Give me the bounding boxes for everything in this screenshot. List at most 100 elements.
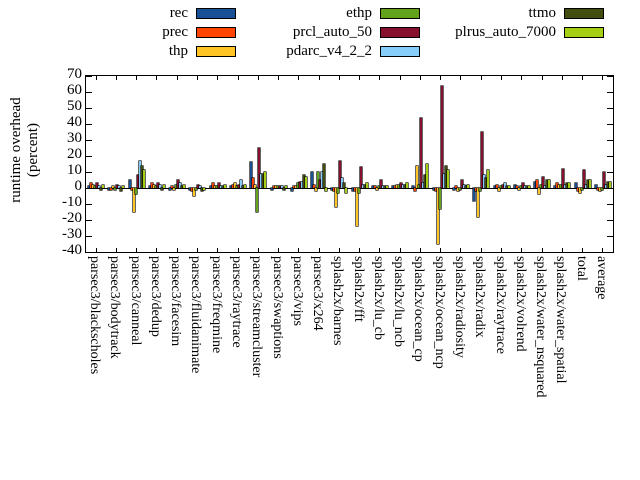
bar-pdarc_v4_2_2	[280, 186, 283, 188]
bar-pdarc_v4_2_2	[260, 173, 263, 188]
bar-plrus_auto_7000	[466, 184, 469, 188]
y-tick-mark	[86, 139, 92, 141]
bar-plrus_auto_7000	[244, 184, 247, 188]
y-tick-label: 20	[67, 146, 82, 162]
bar-plrus_auto_7000	[406, 183, 409, 188]
bar-prcl_auto_50	[481, 132, 484, 188]
bar-rec	[270, 188, 273, 190]
bar-plrus_auto_7000	[426, 164, 429, 188]
x-tick-mark	[95, 248, 97, 252]
bar-pdarc_v4_2_2	[199, 186, 202, 188]
y-tick-mark	[86, 91, 92, 93]
y-tick-mark	[607, 219, 613, 221]
bar-plrus_auto_7000	[507, 186, 510, 188]
x-tick-mark	[338, 248, 340, 252]
bar-thp	[274, 186, 277, 188]
y-tick-mark	[86, 107, 92, 109]
bar-rec	[473, 188, 476, 201]
bar-ethp	[519, 186, 522, 188]
bar-prcl_auto_50	[177, 180, 180, 188]
bar-prec	[171, 186, 174, 188]
bar-ttmo	[323, 164, 326, 188]
bar-ethp	[479, 188, 482, 192]
bar-plrus_auto_7000	[102, 184, 105, 188]
bar-ttmo	[464, 186, 467, 188]
bar-ttmo	[525, 186, 528, 188]
bar-thp	[294, 186, 297, 188]
bar-ttmo	[505, 186, 508, 188]
bar-plrus_auto_7000	[264, 172, 267, 188]
zero-axis-line	[86, 187, 613, 189]
bar-ethp	[499, 186, 502, 188]
bar-ttmo	[262, 173, 265, 188]
x-tick-label: parsec3/dedup	[147, 256, 163, 337]
y-tick-label: 60	[67, 82, 82, 98]
bar-plrus_auto_7000	[568, 183, 571, 188]
x-tick-mark	[298, 76, 300, 80]
x-tick-mark	[541, 76, 543, 80]
bar-ttmo	[343, 183, 346, 188]
bar-plrus_auto_7000	[162, 184, 165, 188]
x-tick-mark	[136, 248, 138, 252]
bar-plrus_auto_7000	[325, 188, 328, 192]
y-tick-mark	[607, 187, 613, 189]
x-tick-mark	[521, 76, 523, 80]
bar-pdarc_v4_2_2	[321, 172, 324, 188]
x-tick-mark	[521, 248, 523, 252]
bar-rec	[331, 188, 334, 190]
bar-ttmo	[120, 188, 123, 192]
bar-pdarc_v4_2_2	[523, 186, 526, 188]
bar-prec	[434, 188, 437, 192]
bar-plrus_auto_7000	[142, 170, 145, 188]
bar-prcl_auto_50	[542, 176, 545, 188]
bar-thp	[173, 188, 176, 190]
bar-ethp	[560, 184, 563, 188]
x-tick-mark	[379, 248, 381, 252]
bar-pdarc_v4_2_2	[584, 184, 587, 188]
bar-pdarc_v4_2_2	[381, 186, 384, 188]
bar-thp	[315, 188, 318, 192]
bar-ttmo	[181, 186, 184, 188]
bar-rec	[412, 186, 415, 188]
bar-ttmo	[242, 186, 245, 188]
bar-pdarc_v4_2_2	[219, 186, 222, 188]
bar-ethp	[377, 186, 380, 188]
bar-prcl_auto_50	[379, 180, 382, 188]
x-tick-mark	[156, 76, 158, 80]
bar-ttmo	[606, 181, 609, 188]
bar-prec	[110, 188, 113, 190]
bar-thp	[456, 188, 459, 192]
x-tick-mark	[257, 248, 259, 252]
bar-ethp	[236, 186, 239, 188]
x-tick-mark	[318, 248, 320, 252]
legend-label: plrus_auto_7000	[455, 24, 556, 40]
bar-prec	[556, 183, 559, 188]
bar-rec	[371, 186, 374, 188]
y-tick-label: 50	[67, 98, 82, 114]
y-tick-label: 40	[67, 114, 82, 130]
legend-entry-rec: rec	[40, 4, 236, 23]
bar-ttmo	[424, 175, 427, 188]
legend-entry-ttmo: ttmo	[415, 4, 604, 23]
bar-rec	[250, 162, 253, 188]
y-tick-mark	[607, 123, 613, 125]
bar-pdarc_v4_2_2	[341, 178, 344, 188]
x-tick-mark	[257, 76, 259, 80]
y-tick-mark	[607, 235, 613, 237]
x-tick-label: parsec3/facesim	[168, 256, 184, 347]
y-tick-mark	[86, 75, 92, 77]
bar-rec	[493, 186, 496, 188]
bar-ttmo	[160, 188, 163, 190]
bar-ttmo	[221, 186, 224, 188]
bar-prcl_auto_50	[400, 183, 403, 188]
bar-pdarc_v4_2_2	[483, 175, 486, 188]
y-tick-mark	[607, 171, 613, 173]
y-tick-label: -10	[62, 194, 82, 210]
y-tick-mark	[86, 171, 92, 173]
bar-plrus_auto_7000	[122, 186, 125, 188]
bar-prcl_auto_50	[359, 167, 362, 188]
bar-prec	[333, 188, 336, 192]
y-tick-mark	[86, 219, 92, 221]
y-tick-mark	[607, 203, 613, 205]
x-tick-mark	[440, 76, 442, 80]
